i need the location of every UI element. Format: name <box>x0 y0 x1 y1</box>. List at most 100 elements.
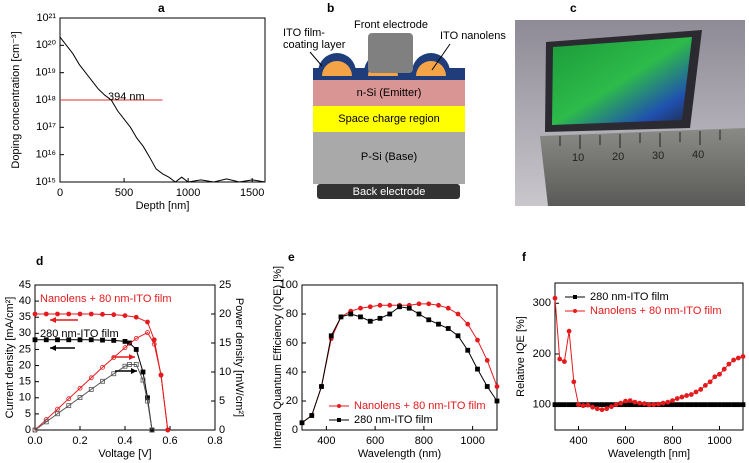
y2-tick-label: 5 <box>219 395 225 407</box>
y-tick-label: 10¹⁶ <box>36 149 56 161</box>
annotation: 280 nm-ITO film <box>40 328 119 340</box>
marker <box>484 357 490 363</box>
marker <box>32 427 38 433</box>
y-tick-label: 80 <box>286 308 298 320</box>
marker <box>55 311 60 317</box>
y-tick-label: 25 <box>19 343 31 355</box>
marker <box>299 420 305 426</box>
marker <box>627 402 633 408</box>
marker <box>670 402 675 408</box>
x-tick-label: 0 <box>57 187 63 199</box>
ruler-label: 10 <box>572 152 584 164</box>
marker <box>684 402 689 408</box>
marker <box>358 314 363 320</box>
panel-label: d <box>36 254 43 268</box>
marker <box>55 406 60 412</box>
marker <box>43 311 49 317</box>
marker <box>145 330 150 335</box>
marker <box>484 384 490 389</box>
label: Front electrode <box>354 19 428 31</box>
plot-frame <box>301 284 498 431</box>
marker <box>566 402 572 408</box>
marker <box>66 403 72 409</box>
marker <box>674 396 680 401</box>
marker <box>133 347 139 352</box>
x-axis-label: Depth [nm] <box>136 200 190 212</box>
marker <box>740 354 746 359</box>
arrow-head <box>50 345 56 351</box>
marker <box>145 398 150 404</box>
marker <box>367 304 373 310</box>
marker <box>436 302 441 308</box>
label: ITO nanolens <box>440 30 506 42</box>
x-tick-label: 0.6 <box>162 435 177 447</box>
legend-marker <box>337 418 341 422</box>
marker <box>552 295 558 301</box>
ruler-label: 20 <box>612 151 624 163</box>
marker <box>66 396 72 402</box>
y-tick-label: 30 <box>19 327 31 339</box>
y-tick-label: 300 <box>533 297 551 309</box>
y-tick-label: 0 <box>25 424 31 436</box>
marker <box>122 363 128 369</box>
legend-label: Nanolens + 80 nm-ITO film <box>354 400 486 412</box>
marker <box>88 386 94 392</box>
x-tick-label: 1000 <box>707 435 731 447</box>
ruler-ticks <box>559 130 721 149</box>
emitter-layer <box>313 80 465 106</box>
y-tick-label: 10²¹ <box>36 12 56 24</box>
marker <box>140 377 146 383</box>
x-tick-label: 1500 <box>240 187 264 199</box>
y-tick-label: 200 <box>533 348 551 360</box>
marker <box>679 402 685 408</box>
marker <box>426 317 432 323</box>
marker <box>609 404 614 410</box>
marker <box>735 355 741 361</box>
marker <box>585 402 591 408</box>
marker <box>145 319 150 325</box>
device-diagram: b Front electrode ITO film- coating laye… <box>283 1 506 199</box>
legend-label: 280 nm-ITO film <box>590 291 669 303</box>
label: ITO film- <box>283 27 325 39</box>
arrow <box>431 43 451 71</box>
marker <box>127 362 132 367</box>
space-charge-layer <box>313 106 465 132</box>
marker <box>712 374 718 380</box>
y-tick-label: 40 <box>286 366 298 378</box>
marker <box>122 313 128 319</box>
x-tick-label: 400 <box>317 435 335 447</box>
marker <box>698 387 704 392</box>
marker <box>599 402 605 408</box>
marker <box>580 403 586 409</box>
marker <box>445 326 451 331</box>
marker <box>604 402 610 408</box>
y-axis-label: Current density [mA/cm²] <box>4 297 16 419</box>
y2-axis-label: Power density [mW/cm²] <box>233 298 245 417</box>
panel-label: e <box>288 250 295 264</box>
back-electrode <box>317 184 460 199</box>
marker <box>679 394 685 400</box>
marker <box>562 402 567 408</box>
y-axis-label: Internal Quantum Efficiency (IQE) [%] <box>272 266 284 449</box>
ruler-label: 40 <box>692 149 704 161</box>
marker <box>455 333 461 339</box>
marker <box>348 311 354 317</box>
arrow-head <box>131 368 137 374</box>
x-tick-label: 600 <box>616 435 634 447</box>
y-axis-label: Relative IQE [%] <box>515 316 527 397</box>
x-tick-label: 1000 <box>460 435 484 447</box>
y-tick-label: 40 <box>19 295 31 307</box>
front-electrode <box>368 33 413 73</box>
series-line <box>59 36 266 183</box>
marker <box>740 402 746 408</box>
marker <box>562 359 567 364</box>
x-tick-label: 600 <box>366 435 384 447</box>
y2-tick-label: 15 <box>219 337 231 349</box>
marker <box>641 401 647 407</box>
marker <box>632 399 638 405</box>
marker <box>623 398 628 404</box>
marker <box>660 400 666 406</box>
series-line <box>34 363 153 431</box>
x-axis-label: Voltage [V] <box>98 448 151 460</box>
